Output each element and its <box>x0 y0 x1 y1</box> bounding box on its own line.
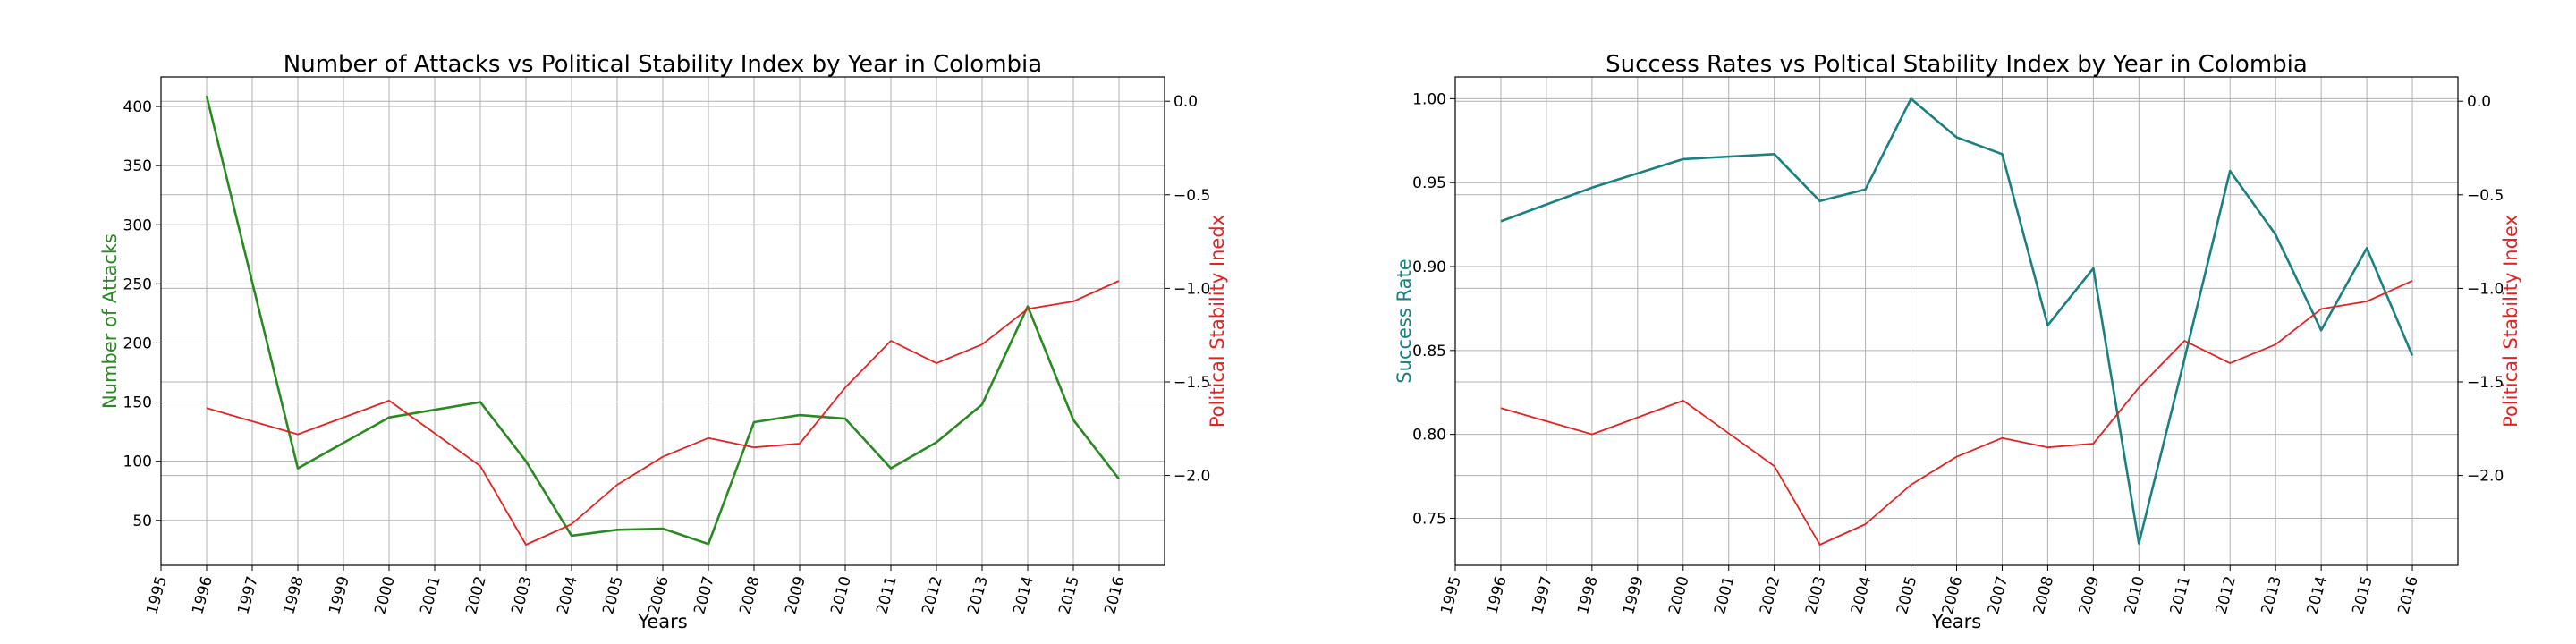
chart-title-attacks: Number of Attacks vs Political Stability… <box>284 51 1042 78</box>
x-tick-label: 2013 <box>2258 574 2285 616</box>
x-axis-label-years: Years <box>637 611 687 632</box>
y2-tick-label: −1.5 <box>1174 374 1210 392</box>
x-tick-label: 2012 <box>2213 574 2241 616</box>
y-tick-label: 300 <box>123 216 152 234</box>
y2-axis-label-stability: Political Stability Index <box>2500 215 2521 428</box>
x-tick-label: 2008 <box>2030 574 2058 616</box>
y2-tick-label: −1.0 <box>2467 280 2504 298</box>
plot-attacks: 1995 1996 1997 1998 1999 2000 2001 2002 2003 2004… <box>123 76 1210 616</box>
y-tick-label: 50 <box>132 513 152 530</box>
y-tick-label: 400 <box>123 98 152 116</box>
plot-frame <box>160 76 1165 566</box>
series-line-primary <box>205 95 1121 546</box>
x-tick-label: 2014 <box>2303 574 2331 616</box>
y2-tick-label: −1.5 <box>2467 374 2504 392</box>
x-tick-label: 2008 <box>736 574 764 616</box>
x-tick-label: 1996 <box>1483 574 1511 616</box>
y2-tick-label: −0.5 <box>1174 187 1210 205</box>
x-tick-label: 2000 <box>371 574 399 616</box>
x-tick-label: 2012 <box>919 574 946 616</box>
x-tick-label: 1995 <box>143 574 171 616</box>
y-tick-label: 200 <box>123 335 152 352</box>
y2-tick-label: −1.0 <box>1174 280 1210 298</box>
plot-frame <box>1454 76 2459 566</box>
x-tick-label: 2007 <box>1985 574 2012 616</box>
x-tick-label: 2001 <box>1711 574 1739 616</box>
x-tick-label: 1999 <box>326 574 353 616</box>
y-axis-label-attacks: Number of Attacks <box>99 233 121 409</box>
x-tick-label: 2004 <box>1848 574 1876 616</box>
series-line-primary <box>1500 97 2414 545</box>
chart-title-success: Success Rates vs Poltical Stability Inde… <box>1606 51 2308 78</box>
y-tick-label: 350 <box>123 157 152 175</box>
x-tick-label: 2005 <box>1894 574 1921 616</box>
x-tick-label: 2003 <box>508 574 536 616</box>
x-tick-label: 2000 <box>1665 574 1693 616</box>
series-line-stability <box>1500 280 2413 546</box>
x-tick-label: 2002 <box>462 574 490 616</box>
y-tick-label: 0.75 <box>1412 510 1446 528</box>
x-tick-label: 2015 <box>1055 574 1083 616</box>
x-tick-label: 1998 <box>1574 574 1602 616</box>
series-line-stability <box>206 280 1120 546</box>
y-tick-label: 0.90 <box>1412 258 1446 276</box>
x-tick-label: 2014 <box>1010 574 1038 616</box>
y-tick-label: 250 <box>123 275 152 293</box>
x-tick-label: 1995 <box>1437 574 1465 616</box>
x-tick-label: 1997 <box>1529 574 1556 616</box>
x-tick-label: 2004 <box>554 574 581 616</box>
x-tick-label: 1996 <box>189 574 216 616</box>
y-tick-label: 100 <box>123 453 152 471</box>
x-tick-label: 2016 <box>2394 574 2422 616</box>
x-tick-label: 2009 <box>782 574 809 616</box>
x-axis-label-years: Years <box>1931 611 1981 632</box>
x-tick-label: 2011 <box>2167 574 2195 616</box>
y-tick-label: 1.00 <box>1412 90 1446 108</box>
x-tick-label: 2002 <box>1757 574 1784 616</box>
plot-success: 1995 1996 1997 1998 1999 2000 2001 2002 2003 2004… <box>1412 76 2504 616</box>
y2-tick-label: −2.0 <box>2467 468 2504 486</box>
y-tick-label: 0.95 <box>1412 174 1446 192</box>
y-tick-label: 150 <box>123 394 152 412</box>
y2-tick-label: 0.0 <box>2467 93 2491 111</box>
x-tick-label: 2011 <box>873 574 901 616</box>
y2-tick-label: −2.0 <box>1174 468 1210 486</box>
x-tick-label: 2015 <box>2349 574 2377 616</box>
x-tick-label: 1997 <box>234 574 262 616</box>
x-tick-label: 2001 <box>417 574 445 616</box>
y-tick-label: 0.85 <box>1412 343 1446 360</box>
x-tick-label: 2007 <box>691 574 718 616</box>
x-tick-label: 2009 <box>2076 574 2104 616</box>
y2-tick-label: −0.5 <box>2467 187 2504 205</box>
x-tick-label: 2003 <box>1802 574 1830 616</box>
x-tick-label: 2005 <box>599 574 627 616</box>
x-tick-label: 1999 <box>1620 574 1648 616</box>
y2-tick-label: 0.0 <box>1174 93 1198 111</box>
y-tick-label: 0.80 <box>1412 427 1446 445</box>
y2-axis-label-stability: Political Stability Inedx <box>1207 215 1228 428</box>
x-tick-label: 2013 <box>964 574 992 616</box>
x-tick-label: 2016 <box>1101 574 1129 616</box>
x-tick-label: 2010 <box>2122 574 2149 616</box>
x-tick-label: 2010 <box>827 574 855 616</box>
x-tick-label: 1998 <box>280 574 308 616</box>
y-axis-label-success: Success Rate <box>1394 258 1415 383</box>
